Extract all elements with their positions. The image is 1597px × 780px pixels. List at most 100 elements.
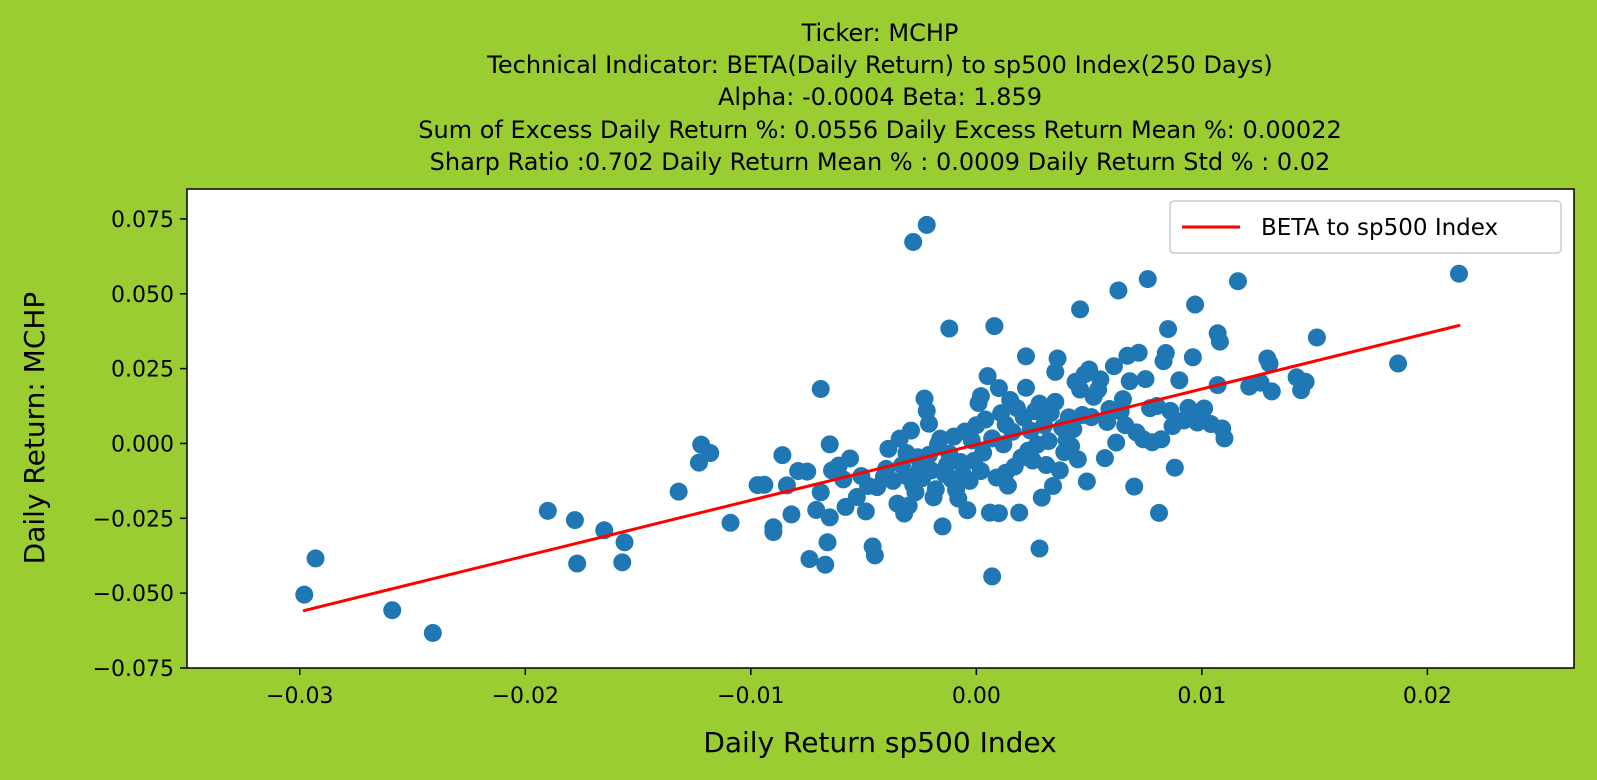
scatter-point-2 <box>383 601 402 620</box>
scatter-point-47 <box>883 471 902 490</box>
scatter-point-56 <box>904 232 923 251</box>
scatter-point-100 <box>989 379 1008 398</box>
y-tick-label-3: 0.000 <box>111 432 174 457</box>
scatter-point-14 <box>721 513 740 532</box>
scatter-point-186 <box>1195 399 1214 418</box>
scatter-point-26 <box>811 483 830 502</box>
scatter-point-171 <box>1150 503 1169 522</box>
scatter-point-75 <box>940 319 959 338</box>
scatter-point-8 <box>613 553 632 572</box>
scatter-point-36 <box>841 449 860 468</box>
scatter-point-145 <box>1077 472 1096 491</box>
scatter-point-91 <box>971 387 990 406</box>
scatter-point-58 <box>906 483 925 502</box>
title-line-4: Sum of Excess Daily Return %: 0.0556 Dai… <box>418 116 1341 144</box>
scatter-point-182 <box>1183 348 1202 367</box>
scatter-point-97 <box>983 567 1002 586</box>
scatter-point-190 <box>1210 332 1229 351</box>
scatter-point-125 <box>1037 456 1056 475</box>
scatter-point-98 <box>985 317 1004 336</box>
scatter-point-178 <box>1165 458 1184 477</box>
scatter-point-84 <box>958 501 977 520</box>
x-tick-label-0: −0.03 <box>266 684 333 709</box>
x-tick-label-2: −0.01 <box>717 684 784 709</box>
scatter-point-193 <box>1228 272 1247 291</box>
scatter-point-202 <box>1307 328 1326 347</box>
x-axis-ticks: −0.03 −0.02 −0.01 0.00 0.01 0.02 <box>266 668 1452 709</box>
scatter-point-131 <box>1048 349 1067 368</box>
scatter-point-94 <box>978 367 997 386</box>
legend-box <box>1169 200 1562 254</box>
scatter-point-161 <box>1120 372 1139 391</box>
scatter-point-129 <box>1046 392 1065 411</box>
scatter-point-24 <box>800 550 819 569</box>
scatter-point-142 <box>1071 380 1090 399</box>
scatter-point-31 <box>820 435 839 454</box>
scatter-point-0 <box>295 585 314 604</box>
y-axis-label: Daily Return: MCHP <box>18 292 51 565</box>
y-axis-ticks: −0.075 −0.050 −0.025 0.000 0.025 0.050 0.075 <box>93 208 187 682</box>
scatter-point-174 <box>1156 344 1175 363</box>
scatter-point-111 <box>1010 503 1029 522</box>
scatter-point-118 <box>1023 451 1042 470</box>
scatter-point-158 <box>1113 390 1132 409</box>
scatter-points <box>295 215 1468 642</box>
x-tick-label-3: 0.00 <box>952 684 1001 709</box>
y-tick-label-0: −0.075 <box>93 657 174 682</box>
scatter-point-39 <box>856 502 875 521</box>
scatter-point-114 <box>1016 347 1035 366</box>
scatter-point-9 <box>615 533 634 552</box>
scatter-point-121 <box>1030 539 1049 558</box>
scatter-point-123 <box>1032 488 1051 507</box>
scatter-point-30 <box>820 508 839 527</box>
scatter-point-5 <box>565 511 584 530</box>
y-tick-label-2: −0.025 <box>93 507 174 532</box>
plot-frame <box>186 188 1575 669</box>
scatter-point-172 <box>1152 430 1171 449</box>
scatter-point-181 <box>1179 398 1198 417</box>
beta-line-layer <box>302 324 1461 613</box>
scatter-point-29 <box>818 533 837 552</box>
scatter-point-115 <box>1016 378 1035 397</box>
legend-label: BETA to sp500 Index <box>1261 215 1498 241</box>
scatter-point-175 <box>1159 320 1178 339</box>
scatter-point-71 <box>931 429 950 448</box>
scatter-point-140 <box>1068 450 1087 469</box>
scatter-point-132 <box>1050 461 1069 480</box>
scatter-point-150 <box>1091 370 1110 389</box>
title-line-3: Alpha: -0.0004 Beta: 1.859 <box>718 83 1042 111</box>
title-line-2: Technical Indicator: BETA(Daily Return) … <box>486 51 1272 79</box>
scatter-point-63 <box>917 215 936 234</box>
scatter-point-164 <box>1129 343 1148 362</box>
scatter-point-19 <box>773 446 792 465</box>
scatter-point-90 <box>971 462 990 481</box>
scatter-point-162 <box>1125 477 1144 496</box>
scatter-point-166 <box>1136 370 1155 389</box>
chart-title: Ticker: MCHP Technical Indicator: BETA(D… <box>418 19 1341 176</box>
legend: BETA to sp500 Index <box>1169 200 1562 254</box>
scatter-point-201 <box>1296 372 1315 391</box>
scatter-point-3 <box>423 623 442 642</box>
scatter-point-18 <box>764 523 783 542</box>
scatter-point-23 <box>798 462 817 481</box>
scatter-point-69 <box>926 480 945 499</box>
scatter-point-179 <box>1170 371 1189 390</box>
scatter-point-176 <box>1161 401 1180 420</box>
y-tick-label-1: −0.050 <box>93 582 174 607</box>
scatter-point-28 <box>816 555 835 574</box>
scatter-point-93 <box>976 410 995 429</box>
scatter-point-203 <box>1389 354 1408 373</box>
scatter-point-192 <box>1215 429 1234 448</box>
scatter-point-67 <box>922 461 941 480</box>
scatter-point-4 <box>538 501 557 520</box>
scatter-point-6 <box>568 554 587 573</box>
scatter-point-1 <box>306 549 325 568</box>
scatter-point-106 <box>998 476 1017 495</box>
scatter-point-130 <box>1046 362 1065 381</box>
scatter-point-204 <box>1449 264 1468 283</box>
scatter-point-101 <box>989 504 1008 523</box>
y-tick-label-5: 0.050 <box>111 283 174 308</box>
y-tick-label-6: 0.075 <box>111 208 174 233</box>
plot-area <box>187 189 1574 668</box>
